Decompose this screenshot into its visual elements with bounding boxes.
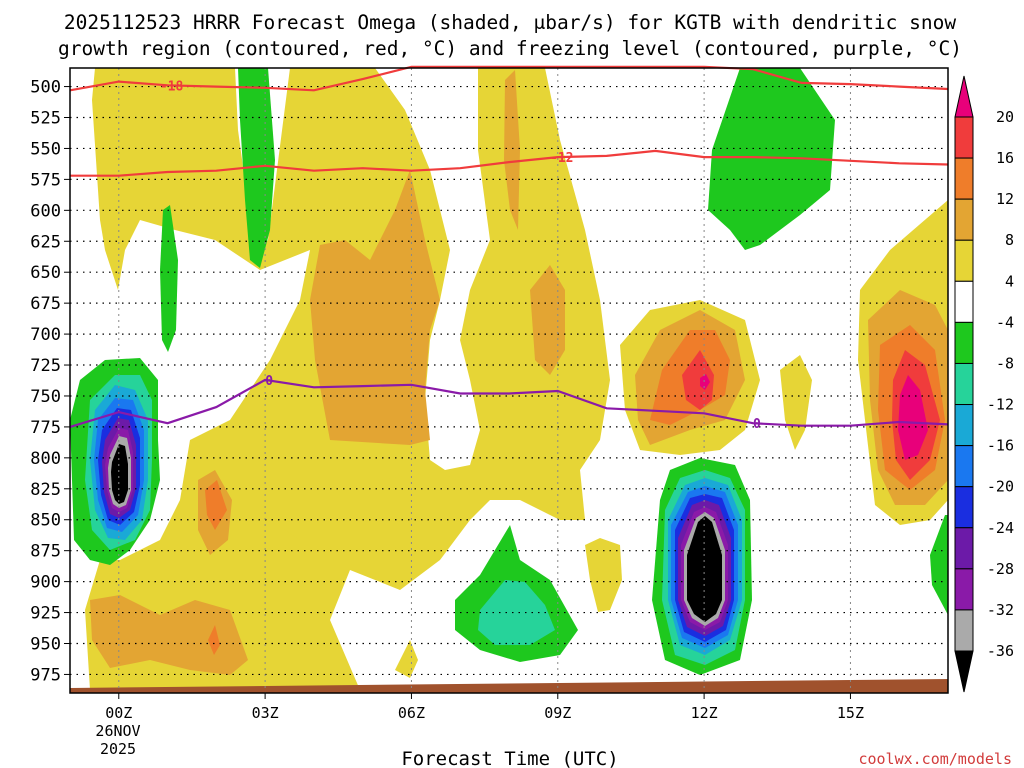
x-tick-label: 12Z [691,704,718,722]
omega-negative-region [930,515,948,615]
colorbar-label: -8 [996,354,1014,372]
contour-lines: -18 -12 0 0 [69,65,949,432]
x-tick-label: 00Z [105,704,132,722]
y-tick-label: 700 [30,325,61,345]
dendritic-contour-minus12-label: -12 [550,151,573,166]
colorbar-label: 12 [996,190,1014,208]
colorbar-segment [954,157,974,200]
omega-region-8 [530,265,565,375]
omega-shading [70,68,948,693]
colorbar-label: -32 [987,601,1014,619]
y-tick-label: 575 [30,170,61,190]
y-tick-label: 950 [30,634,61,654]
omega-positive-region [395,640,418,678]
colorbar-label: 4 [1005,272,1014,290]
colorbar-segment [954,404,974,447]
terrain [70,679,948,693]
colorbar-segment [954,527,974,570]
freezing-level-contour-label: 0 [265,374,273,389]
y-tick-label: 675 [30,294,61,314]
y-tick-label: 550 [30,139,61,159]
omega-positive-region [585,538,622,612]
omega-minimum-core [111,444,128,504]
chart-title-line1: 2025112523 HRRR Forecast Omega (shaded, … [64,11,956,34]
omega-region-20 [700,374,710,390]
colorbar-top-arrow [954,75,974,118]
y-tick-label: 750 [30,387,61,407]
colorbar-label: -16 [987,437,1014,455]
omega-region-8 [504,70,520,230]
x-date-line1: 26NOV [95,722,140,740]
colorbar-segment [954,568,974,611]
colorbar-label: 20 [996,108,1014,126]
y-tick-label: 725 [30,356,61,376]
colorbar-label: -4 [996,313,1014,331]
y-tick-label: 900 [30,573,61,593]
x-tick-label: 06Z [398,704,425,722]
y-tick-label: 975 [30,665,61,685]
y-axis: 500 525 550 575 600 625 650 675 700 725 750 775 800 8… [30,78,70,685]
x-axis: 00Z 03Z 06Z 09Z 12Z 15Z [105,693,864,722]
credit-text[interactable]: coolwx.com/models [858,750,1012,768]
colorbar-segment [954,362,974,406]
chart-title-line2: growth region (contoured, red, °C) and f… [58,37,962,60]
y-tick-label: 500 [30,78,61,98]
omega-region-20 [898,375,928,460]
colorbar-segment [954,198,974,241]
y-tick-label: 875 [30,542,61,562]
y-tick-label: 850 [30,511,61,531]
colorbar-segment [954,239,974,282]
omega-minimum-core [687,516,722,622]
y-tick-label: 625 [30,232,61,252]
x-tick-label: 09Z [544,704,571,722]
omega-region-8 [90,595,248,675]
colorbar: 20 16 12 8 4 -4 -8 -12 -16 -20 -24 -28 -32 -36 [954,75,1014,693]
y-tick-label: 825 [30,480,61,500]
colorbar-segment [954,116,974,159]
y-tick-label: 775 [30,418,61,438]
dendritic-contour-minus12 [70,149,949,177]
colorbar-segment [954,321,974,364]
omega-negative-region [160,205,178,352]
dendritic-contour-minus18 [69,65,949,92]
colorbar-label: 8 [1005,231,1014,249]
y-tick-label: 650 [30,263,61,283]
colorbar-segment [954,609,974,652]
colorbar-label: -20 [987,478,1014,496]
omega-negative-region [708,68,835,250]
omega-region-12 [205,480,227,530]
freezing-level-contour-label: 0 [753,417,761,432]
omega-region-16 [682,350,714,410]
y-tick-label: 525 [30,109,61,129]
x-tick-label: 03Z [252,704,279,722]
colorbar-segment [954,486,974,529]
colorbar-segment [954,445,974,488]
colorbar-label: -12 [987,396,1014,414]
omega-region-8 [310,170,440,445]
omega-region-12 [208,625,220,655]
colorbar-segment [954,280,974,323]
x-tick-label: 15Z [837,704,864,722]
colorbar-bottom-arrow [954,650,974,693]
x-date-line2: 2025 [100,740,136,758]
y-tick-label: 925 [30,604,61,624]
plot-area: -18 -12 0 0 [69,65,949,694]
x-axis-label: Forecast Time (UTC) [401,748,618,768]
colorbar-label: -36 [987,642,1014,660]
colorbar-label: -24 [987,519,1014,537]
colorbar-label: -28 [987,560,1014,578]
freezing-level-contour [69,378,949,428]
plot-border [69,67,949,694]
y-tick-label: 600 [30,201,61,221]
omega-positive-region [250,460,470,580]
colorbar-label: 16 [996,149,1014,167]
y-tick-label: 800 [30,449,61,469]
omega-region-minus12 [478,580,555,645]
dendritic-contour-minus18-label: -18 [160,79,184,94]
